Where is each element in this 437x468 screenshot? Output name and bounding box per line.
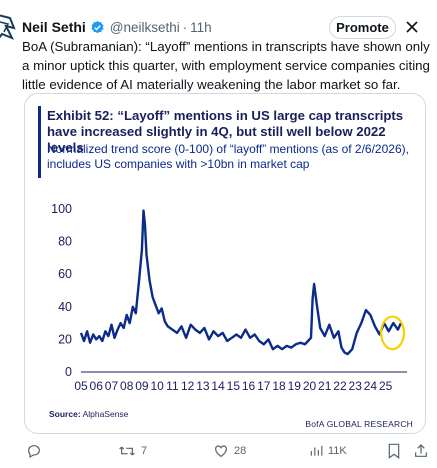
views-icon xyxy=(310,445,323,456)
like-button[interactable]: 28 xyxy=(213,441,246,461)
like-icon xyxy=(215,445,227,458)
x-tick-label: 12 xyxy=(181,379,195,393)
views-button[interactable]: 11K xyxy=(309,441,347,461)
reply-button[interactable] xyxy=(26,441,47,461)
y-tick-label: 0 xyxy=(65,365,72,379)
y-tick-label: 40 xyxy=(58,300,72,314)
tweet-text: BoA (Subramanian): “Layoff” mentions in … xyxy=(22,39,430,92)
source-note: Source: AlphaSense xyxy=(49,409,128,419)
y-tick-label: 60 xyxy=(58,267,72,281)
x-tick-label: 22 xyxy=(333,379,347,393)
exhibit-accent-bar xyxy=(38,106,41,178)
author-name[interactable]: Neil Sethi xyxy=(22,19,86,35)
tweet-header: Neil Sethi @neilksethi · 11h xyxy=(22,16,429,38)
avatar[interactable] xyxy=(0,10,18,44)
x-tick-label: 13 xyxy=(196,379,210,393)
series-line xyxy=(79,209,402,356)
x-tick-label: 16 xyxy=(242,379,256,393)
research-credit: BofA GLOBAL RESEARCH xyxy=(305,419,413,429)
x-tick-label: 20 xyxy=(303,379,317,393)
separator-dot: · xyxy=(182,19,188,35)
avatar-logo-icon xyxy=(0,14,16,40)
bookmark-icon xyxy=(388,443,400,459)
y-tick-label: 100 xyxy=(51,202,72,216)
close-icon[interactable] xyxy=(402,17,422,37)
x-tick-label: 18 xyxy=(272,379,286,393)
bookmark-button[interactable] xyxy=(387,441,401,461)
source-name: AlphaSense xyxy=(82,409,129,419)
verified-badge-icon xyxy=(90,20,105,35)
repost-icon xyxy=(119,446,135,456)
y-tick-label: 80 xyxy=(58,235,72,249)
x-tick-label: 25 xyxy=(379,379,393,393)
highlight-ellipse xyxy=(380,315,406,351)
x-tick-label: 15 xyxy=(227,379,241,393)
y-tick-label: 20 xyxy=(58,332,72,346)
action-bar: 7 28 11K xyxy=(22,441,434,461)
share-button[interactable] xyxy=(413,441,429,461)
repost-count: 7 xyxy=(141,445,148,457)
chart-card[interactable]: Exhibit 52: “Layoff” mentions in US larg… xyxy=(24,93,426,434)
x-tick-label: 17 xyxy=(257,379,271,393)
share-icon xyxy=(415,444,427,457)
x-tick-label: 09 xyxy=(135,379,149,393)
x-tick-label: 19 xyxy=(288,379,302,393)
x-tick-label: 14 xyxy=(211,379,225,393)
line-chart: 0 20 40 60 80 100 05 06 07 08 09 10 11 12 13 14 15 16 17 18… xyxy=(51,202,407,393)
views-count: 11K xyxy=(328,445,347,457)
promote-button[interactable]: Promote xyxy=(329,16,396,39)
x-tick-label: 08 xyxy=(120,379,134,393)
x-tick-label: 07 xyxy=(105,379,119,393)
x-tick-label: 11 xyxy=(166,379,179,393)
x-tick-label: 21 xyxy=(318,379,332,393)
like-count: 28 xyxy=(234,445,247,457)
x-tick-label: 24 xyxy=(364,379,378,393)
x-tick-label: 10 xyxy=(150,379,164,393)
repost-button[interactable]: 7 xyxy=(118,441,147,461)
author-handle[interactable]: @neilksethi xyxy=(109,19,180,35)
x-tick-label: 23 xyxy=(349,379,363,393)
source-label: Source: xyxy=(49,409,81,419)
exhibit-subtitle: Normalized trend score (0-100) of “layof… xyxy=(47,142,409,171)
exhibit-title: Exhibit 52: “Layoff” mentions in US larg… xyxy=(47,108,404,155)
x-tick-label: 06 xyxy=(90,379,104,393)
reply-icon xyxy=(28,445,40,459)
x-tick-label: 05 xyxy=(74,379,88,393)
timestamp[interactable]: 11h xyxy=(190,19,212,35)
